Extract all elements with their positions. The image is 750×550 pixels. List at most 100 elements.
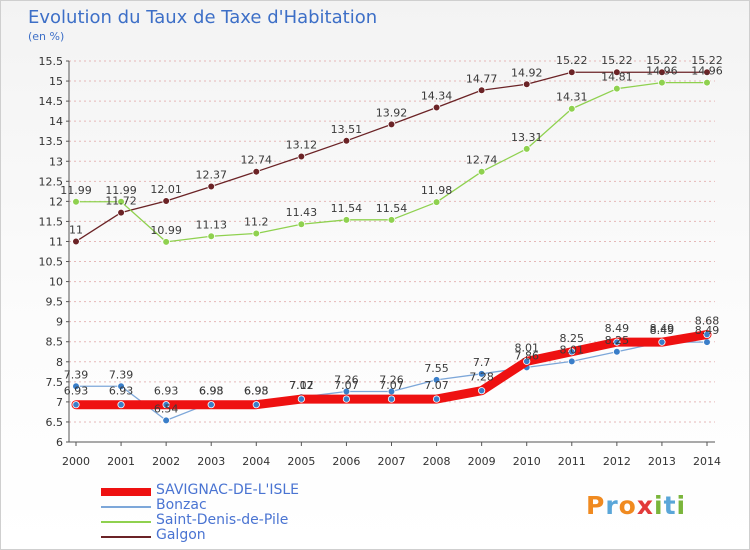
data-label: 11.54 bbox=[331, 202, 363, 215]
data-label: 8.49 bbox=[695, 324, 720, 337]
data-label: 6.93 bbox=[64, 385, 89, 398]
data-label: 11.13 bbox=[195, 218, 227, 231]
data-label: 6.98 bbox=[199, 385, 224, 398]
data-point bbox=[342, 137, 351, 145]
data-label: 12.01 bbox=[150, 183, 182, 196]
y-tick-label: 13.5 bbox=[39, 135, 64, 148]
x-tick-label: 2006 bbox=[332, 455, 360, 468]
data-point bbox=[252, 167, 261, 176]
data-point bbox=[432, 376, 441, 384]
data-point bbox=[162, 197, 170, 205]
data-point bbox=[207, 182, 216, 191]
data-label: 8.49 bbox=[605, 322, 630, 335]
data-label: 11.43 bbox=[286, 206, 318, 219]
data-point bbox=[342, 216, 351, 224]
data-label: 13.31 bbox=[511, 131, 543, 144]
logo-letter: r bbox=[605, 491, 619, 520]
axes: 6 6.5 7 7.5 8 8.5 9 9.5 10 10.5 11 11.5 12 12.5 13 13.5… bbox=[39, 55, 722, 468]
x-tick-label: 2004 bbox=[242, 455, 270, 468]
x-tick-label: 2001 bbox=[107, 455, 135, 468]
data-point bbox=[162, 238, 170, 246]
data-label: 8.01 bbox=[560, 343, 585, 356]
data-point bbox=[432, 198, 441, 206]
data-label: 6.54 bbox=[154, 402, 179, 415]
data-point bbox=[522, 80, 531, 89]
data-point bbox=[207, 232, 216, 241]
data-point bbox=[613, 68, 621, 77]
data-point bbox=[432, 103, 441, 112]
data-point bbox=[387, 395, 396, 403]
data-label: 11.54 bbox=[376, 202, 408, 215]
data-label: 7.39 bbox=[109, 368, 134, 381]
legend-label: SAVIGNAC-DE-L'ISLE bbox=[156, 482, 300, 498]
data-point bbox=[162, 416, 170, 425]
data-label: 12.74 bbox=[241, 154, 273, 167]
data-point bbox=[72, 382, 80, 391]
data-point bbox=[613, 338, 621, 346]
data-point bbox=[658, 338, 666, 346]
y-tick-label: 12 bbox=[49, 195, 63, 208]
y-tick-label: 6.5 bbox=[46, 416, 64, 429]
data-label: 7.55 bbox=[424, 362, 449, 375]
data-point bbox=[478, 387, 486, 395]
data-label: 7.07 bbox=[424, 379, 449, 392]
data-label: 11.99 bbox=[60, 184, 92, 197]
data-label: 6.93 bbox=[199, 385, 224, 398]
data-label: 7.86 bbox=[514, 349, 539, 362]
data-label: 11.99 bbox=[105, 184, 137, 197]
y-tick-label: 15.5 bbox=[39, 55, 64, 68]
data-point bbox=[342, 395, 351, 403]
x-tick-label: 2010 bbox=[513, 455, 541, 468]
logo-letter: i bbox=[654, 491, 664, 520]
data-point bbox=[568, 348, 576, 356]
data-point bbox=[387, 120, 396, 129]
data-point bbox=[613, 347, 621, 356]
data-label: 8.49 bbox=[650, 324, 675, 337]
x-tick-label: 2003 bbox=[197, 455, 225, 468]
y-tick-label: 11 bbox=[49, 235, 63, 248]
proxiti-logo[interactable]: Proxiti bbox=[586, 491, 686, 520]
data-label: 13.51 bbox=[331, 123, 363, 136]
data-label: 6.93 bbox=[109, 385, 134, 398]
data-label: 8.01 bbox=[514, 341, 539, 354]
data-point bbox=[703, 68, 711, 77]
data-point bbox=[207, 401, 215, 409]
data-point bbox=[297, 152, 306, 161]
data-point bbox=[72, 401, 80, 409]
data-label: 14.34 bbox=[421, 90, 453, 103]
y-tick-label: 9.5 bbox=[46, 296, 64, 309]
data-label: 6.98 bbox=[244, 385, 269, 398]
logo-letter: o bbox=[618, 491, 637, 520]
data-label: 14.96 bbox=[646, 65, 678, 78]
data-point bbox=[477, 86, 486, 95]
data-label: 13.12 bbox=[286, 138, 318, 151]
data-point bbox=[117, 401, 125, 409]
data-label: 15.22 bbox=[556, 54, 588, 67]
data-point bbox=[658, 78, 666, 87]
y-tick-label: 14 bbox=[49, 115, 63, 128]
data-label: 7.7 bbox=[473, 356, 491, 369]
data-label: 11.72 bbox=[105, 195, 137, 208]
data-point bbox=[297, 220, 306, 229]
data-label: 12.74 bbox=[466, 154, 498, 167]
data-point bbox=[523, 357, 531, 365]
x-tick-label: 2000 bbox=[62, 455, 90, 468]
data-label: 11.2 bbox=[244, 215, 269, 228]
data-label: 15.22 bbox=[601, 54, 633, 67]
data-point bbox=[162, 401, 170, 409]
data-point bbox=[252, 401, 260, 409]
data-label: 15.22 bbox=[646, 54, 678, 67]
data-point bbox=[567, 104, 576, 113]
data-label: 15.22 bbox=[691, 54, 723, 67]
legend-label: Bonzac bbox=[156, 497, 207, 513]
y-tick-label: 13 bbox=[49, 155, 63, 168]
legend-swatch bbox=[101, 536, 151, 538]
chart-title: Evolution du Taux de Taxe d'Habitation bbox=[28, 7, 378, 28]
logo-letter: t bbox=[663, 491, 677, 520]
data-label: 6.93 bbox=[244, 385, 269, 398]
data-label: 11 bbox=[69, 223, 83, 236]
x-tick-label: 2009 bbox=[468, 455, 496, 468]
y-tick-label: 8 bbox=[56, 356, 63, 369]
legend-swatch bbox=[101, 506, 151, 508]
